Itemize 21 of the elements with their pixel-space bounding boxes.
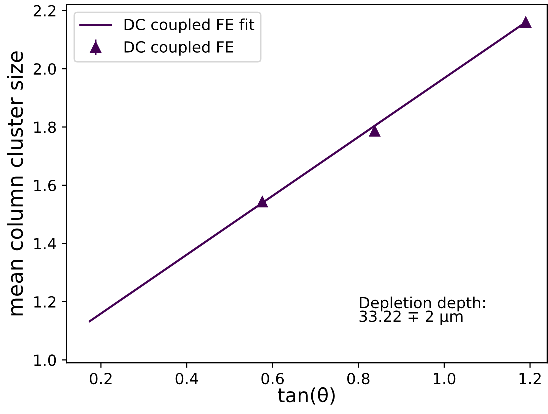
y-axis-title: mean column cluster size: [7, 52, 24, 316]
y-tick-label: 1.8: [34, 122, 56, 134]
y-tick-label: 1.0: [34, 354, 56, 366]
legend-label: DC coupled FE: [124, 41, 234, 56]
point: [520, 16, 532, 28]
point: [256, 196, 268, 208]
y-tick-label: 1.4: [34, 238, 56, 250]
x-tick-label: 0.4: [176, 373, 198, 385]
x-tick-label: 0.6: [262, 373, 284, 385]
y-tick-label: 2.0: [34, 63, 56, 76]
legend-label: DC coupled FE fit: [124, 18, 255, 34]
x-tick-label: 1.0: [434, 373, 456, 385]
annotation: Depletion depth: 33.22 ∓ 2 μm: [360, 296, 486, 326]
x-tick-label: 0.2: [90, 373, 112, 385]
y-tick-label: 1.6: [34, 180, 56, 192]
point: [369, 126, 381, 137]
x-tick-label: 1.2: [520, 373, 541, 384]
y-tick-label: 1.2: [34, 296, 56, 308]
y-tick-label: 2.2: [34, 5, 56, 17]
x-axis-title: tan(θ): [278, 387, 335, 405]
x-tick-label: 0.8: [348, 373, 370, 385]
